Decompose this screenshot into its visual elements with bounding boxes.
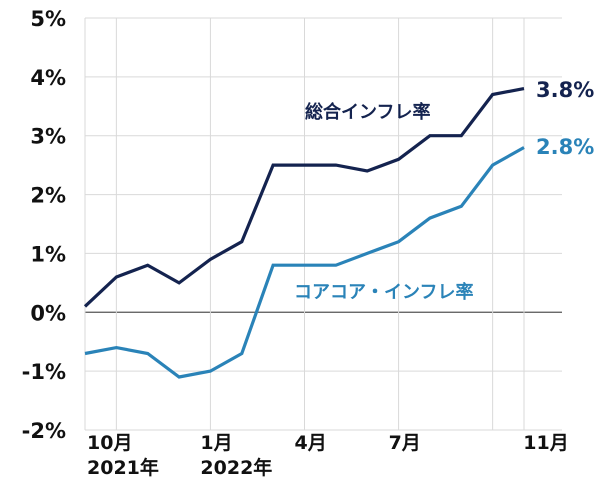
y-tick-label: 4% bbox=[30, 66, 66, 90]
x-tick-label: 4月 bbox=[295, 432, 327, 454]
series-lines bbox=[83, 87, 525, 379]
y-axis: 5% 4% 3% 2% 1% 0% -1% -2% bbox=[22, 7, 66, 443]
series-label-core-core: コアコア・インフレ率 bbox=[294, 281, 473, 303]
y-tick-label: 0% bbox=[30, 301, 66, 325]
x-tick-label: 11月 bbox=[523, 432, 568, 454]
x-tick-year-label: 2021年 bbox=[87, 456, 159, 479]
x-tick-year-label: 2022年 bbox=[200, 456, 272, 479]
end-value-headline: 3.8% bbox=[536, 78, 594, 102]
x-tick-label: 10月 bbox=[87, 432, 132, 454]
grid bbox=[84, 17, 562, 431]
end-value-core-core: 2.8% bbox=[536, 135, 594, 159]
core-core-inflation-line bbox=[84, 146, 525, 379]
y-tick-label: -1% bbox=[22, 360, 66, 384]
y-tick-label: 1% bbox=[30, 242, 66, 266]
x-tick-label: 1月 bbox=[200, 432, 232, 454]
headline-inflation-line bbox=[83, 87, 525, 308]
y-tick-label: 3% bbox=[30, 125, 66, 149]
y-tick-label: 5% bbox=[30, 7, 66, 31]
y-tick-label: 2% bbox=[30, 184, 66, 208]
series-labels: 総合インフレ率 コアコア・インフレ率 3.8% 2.8% bbox=[294, 78, 594, 303]
x-tick-label: 7月 bbox=[389, 432, 421, 454]
series-label-headline: 総合インフレ率 bbox=[305, 101, 430, 123]
y-tick-label: -2% bbox=[22, 419, 66, 443]
